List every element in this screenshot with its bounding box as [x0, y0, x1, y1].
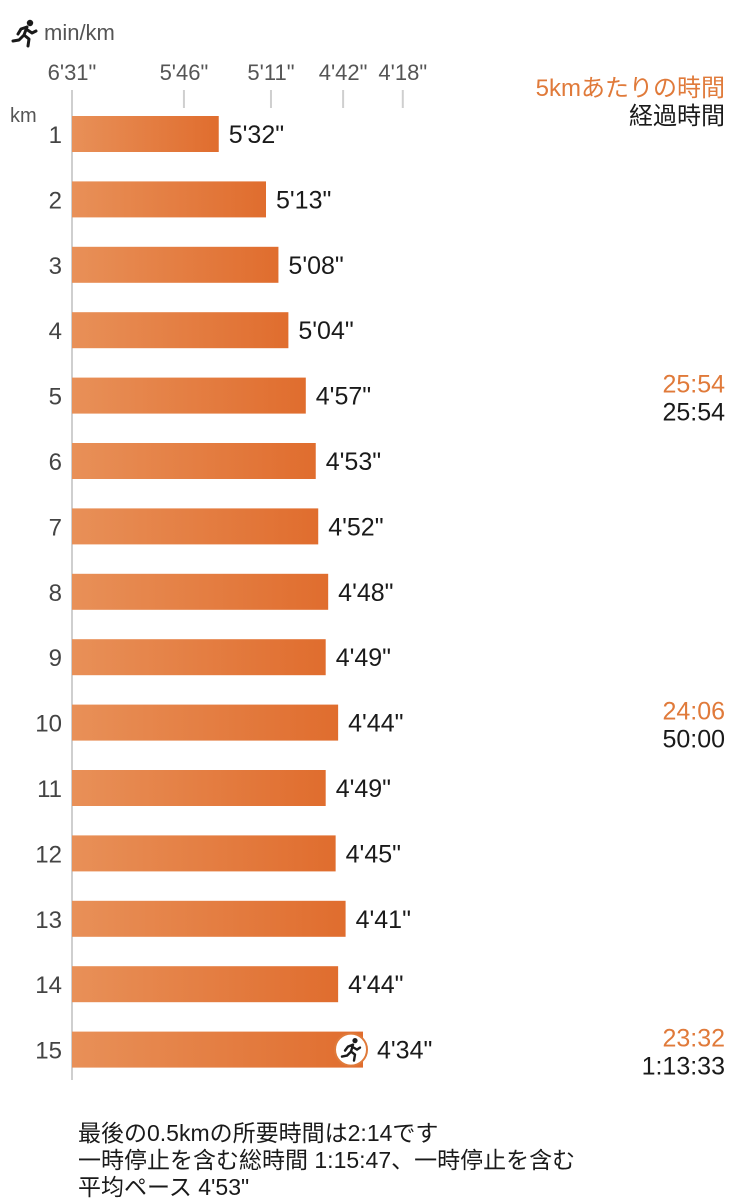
- unit-label: min/km: [44, 20, 115, 45]
- elapsed-time: 1:13:33: [642, 1053, 725, 1081]
- km-label: 8: [49, 580, 62, 607]
- footer-summary: 最後の0.5kmの所要時間は2:14です 一時停止を含む総時間 1:15:47、…: [78, 1120, 575, 1201]
- km-label: 4: [49, 318, 62, 345]
- x-tick-label: 4'18": [378, 60, 427, 85]
- pace-value-label: 4'34": [377, 1037, 432, 1065]
- km-label: 9: [49, 645, 62, 672]
- x-tick-label: 4'42": [319, 60, 368, 85]
- km-label: 1: [49, 122, 62, 149]
- pace-value-label: 5'13": [276, 186, 331, 214]
- pace-value-label: 4'44": [348, 971, 403, 999]
- km-label: 10: [35, 711, 62, 738]
- pace-value-label: 5'08": [288, 252, 343, 280]
- pace-bar: [72, 246, 279, 283]
- footer-line-3: 平均ペース 4'53": [78, 1174, 250, 1200]
- km-label: 15: [35, 1038, 62, 1065]
- split-time: 25:54: [662, 371, 725, 399]
- pace-bar: [72, 770, 326, 806]
- pace-bar: [72, 116, 219, 152]
- footer-line-1: 最後の0.5kmの所要時間は2:14です: [78, 1120, 439, 1146]
- x-tick-label: 5'46": [160, 60, 209, 85]
- pace-value-label: 4'44": [348, 710, 403, 738]
- y-axis-label: km: [10, 105, 37, 127]
- pace-chart: 6'31" 5'46" 5'11" 4'42" 4'18" km 1 5'32" 2 5'13"…: [10, 60, 725, 1081]
- runner-icon: [334, 1032, 368, 1067]
- runner-body: [340, 1043, 362, 1062]
- pace-value-label: 4'49": [336, 775, 391, 803]
- pace-value-label: 4'52": [328, 513, 383, 541]
- pace-bar: [72, 966, 339, 1003]
- km-label: 3: [49, 253, 62, 280]
- pace-bar: [72, 639, 326, 676]
- split-time: 23:32: [662, 1025, 725, 1053]
- pace-bar: [72, 312, 289, 349]
- km-label: 7: [49, 514, 62, 541]
- km-label: 5: [49, 384, 62, 411]
- pace-bar: [72, 1031, 363, 1068]
- elapsed-time: 50:00: [662, 726, 725, 754]
- pace-bar: [72, 443, 316, 479]
- pace-value-label: 4'48": [338, 579, 393, 607]
- pace-value-label: 4'53": [326, 448, 381, 476]
- x-tick-label: 6'31": [48, 60, 97, 85]
- pace-value-label: 4'45": [346, 840, 401, 868]
- footer-line-2: 一時停止を含む総時間 1:15:47、一時停止を含む: [78, 1147, 576, 1173]
- pace-bar: [72, 704, 339, 741]
- runner-icon: [11, 19, 38, 48]
- km-label: 2: [49, 187, 62, 214]
- pace-value-label: 4'57": [316, 383, 371, 411]
- pace-bar: [72, 573, 329, 610]
- pace-value-label: 5'32": [229, 121, 284, 149]
- x-tick-label: 5'11": [247, 60, 294, 85]
- pace-bar: [72, 835, 336, 872]
- legend-elapsed-label: 経過時間: [629, 103, 725, 130]
- pace-bar: [72, 181, 266, 218]
- km-label: 13: [35, 907, 62, 934]
- pace-bar: [72, 900, 346, 937]
- pace-value-label: 5'04": [298, 317, 353, 345]
- pace-bar: [72, 377, 306, 414]
- km-label: 14: [35, 972, 62, 999]
- runner-head: [352, 1038, 358, 1044]
- split-time: 24:06: [662, 698, 725, 726]
- legend-split-label: 5kmあたりの時間: [535, 75, 725, 102]
- pace-bar: [72, 508, 319, 545]
- km-label: 11: [37, 776, 62, 803]
- km-label: 12: [35, 841, 62, 868]
- km-label: 6: [49, 449, 62, 476]
- elapsed-time: 25:54: [662, 399, 725, 427]
- pace-value-label: 4'49": [336, 644, 391, 672]
- pace-value-label: 4'41": [356, 906, 411, 934]
